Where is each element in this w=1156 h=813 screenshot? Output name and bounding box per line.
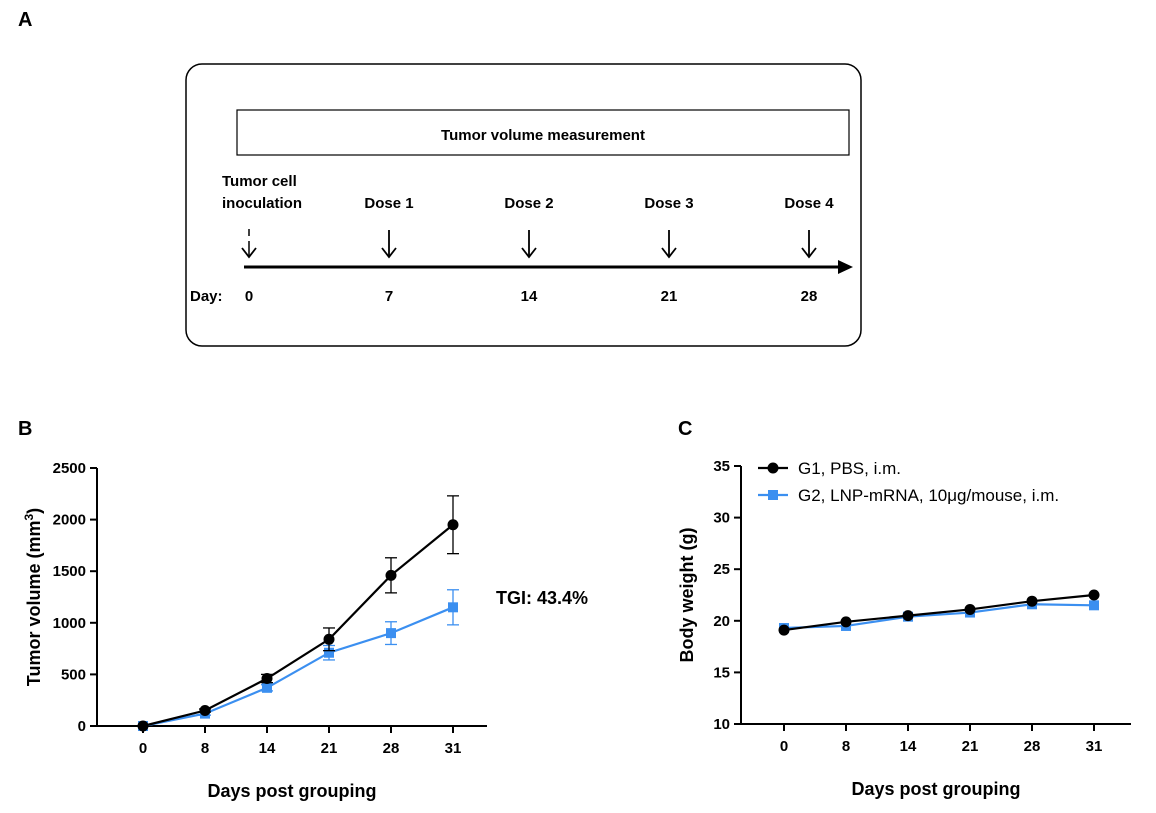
y-tick-label: 35 [713,458,730,475]
measurement-label: Tumor volume measurement [441,127,645,144]
data-point-square [1089,600,1099,611]
timeline-events: Tumor cell inoculation 0 Dose 1 7 Dose 2 14 Dos… [222,173,834,305]
data-point-square [262,682,272,693]
y-tick-label: 25 [713,561,730,578]
chart-tumor-volume: 0 500 1000 1500 2000 2500 0 8 14 21 28 31 Days post … [22,460,487,801]
panel-c-letter: C [678,418,692,440]
data-point-square [448,602,458,613]
series-g1 [137,495,459,732]
measurement-box [236,109,850,156]
y-tick-label: 10 [713,716,730,733]
series-g2 [779,599,1099,634]
event-label: inoculation [222,195,302,212]
day-label: Day: [190,288,223,305]
panel-c-body-weight: C 10 15 20 25 30 35 0 8 14 21 28 31 Days post groupi… [677,418,1131,799]
chart-body-weight: 10 15 20 25 30 35 0 8 14 21 28 31 Days post grouping… [677,458,1131,799]
arrow-head [801,247,817,259]
data-point-circle [778,624,790,636]
event-label: Dose 1 [364,195,413,212]
series-g1 [778,589,1100,636]
x-axis-title: Days post grouping [851,779,1020,799]
y-tick-label: 1500 [53,563,86,580]
series-line [783,603,1095,630]
panel-a-timeline: A Tumor volume measurement Day: Tumor ce… [18,9,862,347]
arrow-head [521,247,537,259]
legend-label: G1, PBS, i.m. [798,459,901,478]
data-point-circle [261,673,273,685]
y-tick-label: 2000 [53,512,86,529]
data-point-circle [964,603,976,615]
x-tick-label: 28 [1024,738,1041,755]
data-point-circle [902,610,914,622]
y-tick-label: 0 [78,718,86,735]
event-label: Dose 2 [504,195,553,212]
x-tick-label: 14 [259,740,276,757]
day-value: 0 [245,288,253,305]
data-point-circle [840,616,852,628]
series-line [783,593,1095,632]
x-tick-label: 0 [139,740,147,757]
y-axis-title: Tumor volume (mm3) [22,508,44,686]
y-tick-label: 1000 [53,615,86,632]
arrow-head [661,247,677,259]
data-point-circle [385,569,397,581]
panel-a-letter: A [18,9,32,31]
x-tick-label: 21 [321,740,338,757]
legend-marker-circle [767,462,779,474]
data-point-square [386,628,396,639]
y-tick-label: 500 [61,666,86,683]
x-tick-label: 31 [1086,738,1103,755]
data-point-circle [137,720,149,732]
x-tick-label: 14 [900,738,917,755]
series-line [142,523,454,728]
data-point-circle [199,705,211,717]
data-point-circle [447,519,459,531]
x-tick-label: 0 [780,738,788,755]
x-tick-label: 8 [201,740,209,757]
day-value: 7 [385,288,393,305]
legend-label: G2, LNP-mRNA, 10μg/mouse, i.m. [798,486,1059,505]
panel-b-letter: B [18,418,32,440]
data-point-circle [1026,595,1038,607]
x-tick-label: 21 [962,738,979,755]
event-label: Dose 3 [644,195,693,212]
y-tick-label: 15 [713,664,730,681]
event-label: Dose 4 [784,195,834,212]
y-axis-title: Body weight (g) [677,528,697,663]
panel-b-tumor-volume: B 0 500 1000 1500 2000 2500 0 8 14 21 28 31 Days pos… [18,418,588,801]
day-value: 14 [521,288,538,305]
arrow-head [381,247,397,259]
arrow-head [241,247,257,259]
day-value: 21 [661,288,678,305]
legend-marker-square [768,490,778,500]
x-tick-label: 31 [445,740,462,757]
timeline-arrowhead [838,260,853,274]
day-value: 28 [801,288,818,305]
y-tick-label: 20 [713,613,730,630]
data-point-circle [323,633,335,645]
tgi-annotation: TGI: 43.4% [496,588,588,608]
x-tick-label: 8 [842,738,850,755]
data-point-square [324,647,334,658]
timeline-frame [185,63,862,347]
data-point-circle [1088,589,1100,601]
event-label: Tumor cell [222,173,297,190]
x-axis-title: Days post grouping [207,781,376,801]
series-g2 [138,589,459,731]
x-tick-label: 28 [383,740,400,757]
y-tick-label: 30 [713,510,730,527]
legend: G1, PBS, i.m. G2, LNP-mRNA, 10μg/mouse, i… [758,459,1059,505]
series-line [142,606,454,728]
y-tick-label: 2500 [53,460,86,477]
